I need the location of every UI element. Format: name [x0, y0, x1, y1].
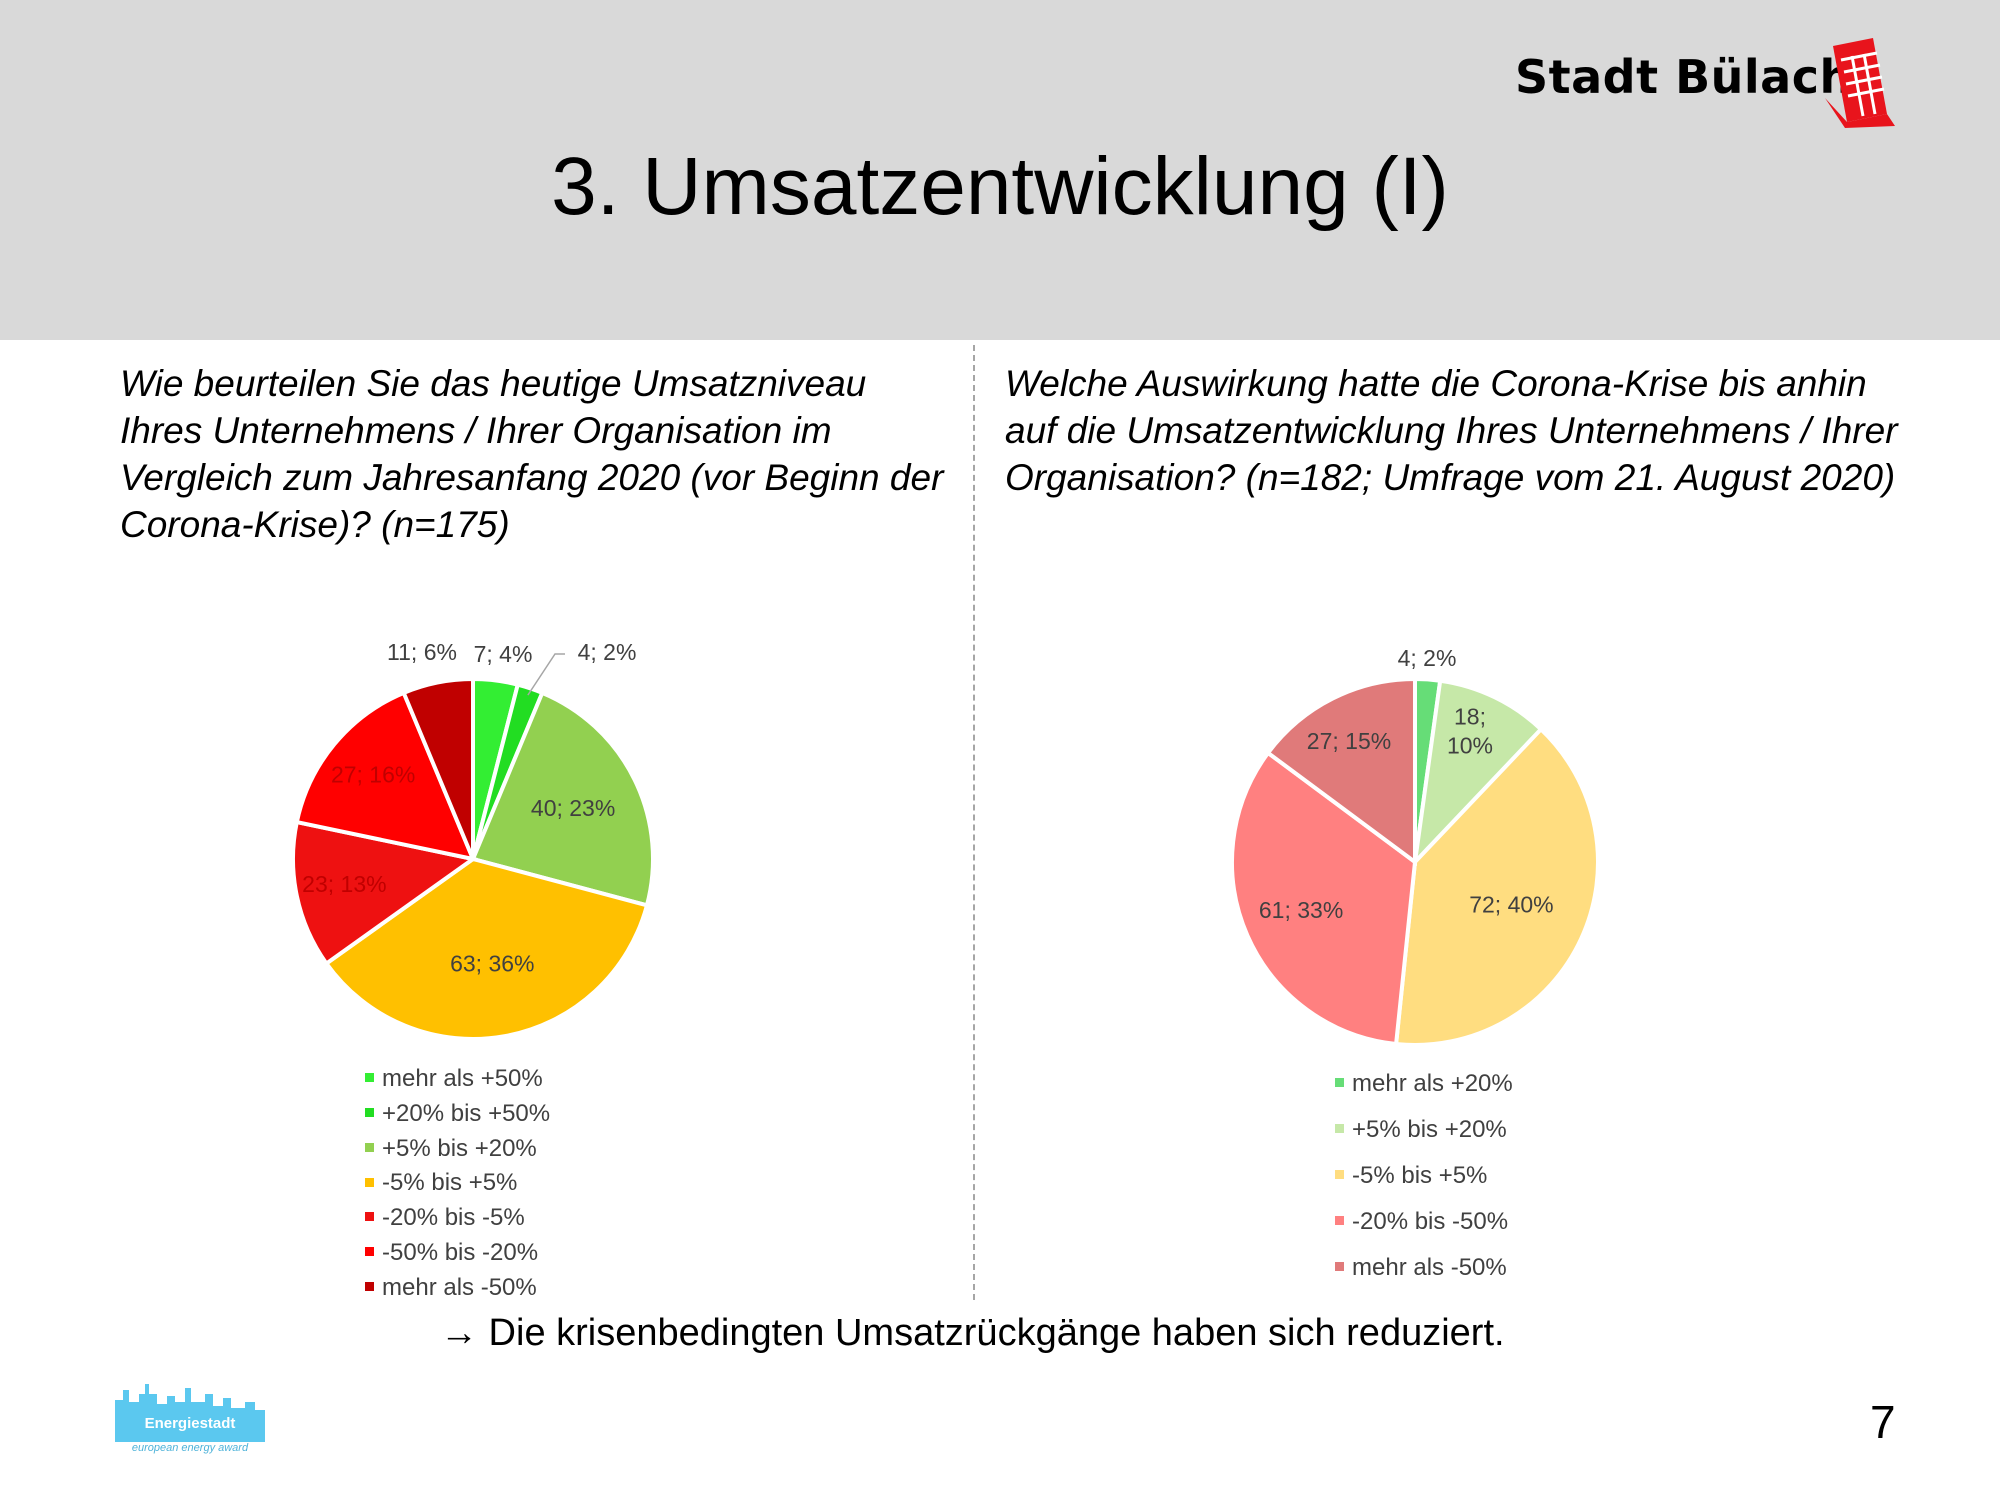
pie1-slice-1 [1412, 678, 1544, 868]
pie1-label-1: 10% [1447, 733, 1493, 759]
pie1-label-0: 4; 2% [1398, 645, 1457, 671]
pie1-label-3: 61; 33% [1259, 897, 1343, 923]
pie0-label-2: 40; 23% [531, 795, 615, 821]
legend0-item-0: mehr als +50% [365, 1065, 543, 1093]
footer-logo-caption: european energy award [131, 1442, 249, 1454]
legend0-label-2: +5% bis +20% [382, 1134, 537, 1162]
legend1-swatch-2 [1335, 1170, 1344, 1180]
legend1-swatch-0 [1335, 1078, 1344, 1088]
legend0-item-4: -20% bis -5% [365, 1204, 525, 1232]
legend0-item-1: +20% bis +50% [365, 1100, 550, 1128]
legend0-label-0: mehr als +50% [382, 1065, 543, 1092]
energiestadt-skyline-icon: Energiestadt [115, 1384, 265, 1442]
legend0-swatch-0 [365, 1073, 374, 1083]
legend1-label-0: mehr als +20% [1352, 1070, 1513, 1097]
legend1-item-4: mehr als -50% [1335, 1254, 1507, 1282]
legend0-label-1: +20% bis +50% [382, 1099, 551, 1127]
legend0-item-3: -5% bis +5% [365, 1169, 517, 1197]
legend0-swatch-3 [365, 1177, 374, 1187]
legend1-swatch-1 [1335, 1124, 1344, 1134]
legend1-item-1: +5% bis +20% [1335, 1116, 1507, 1144]
legend0-label-5: -50% bis -20% [382, 1239, 539, 1266]
legend1-item-0: mehr als +20% [1335, 1070, 1513, 1098]
pie0-leader-1 [527, 653, 565, 696]
pie0-slice-3 [323, 856, 650, 1041]
legend0-label-6: mehr als -50% [382, 1273, 537, 1301]
legend1-label-4: mehr als -50% [1352, 1254, 1507, 1281]
footer-logo-name: Energiestadt [145, 1415, 236, 1432]
legend1-label-1: +5% bis +20% [1352, 1116, 1507, 1143]
legend0-swatch-4 [365, 1212, 374, 1222]
pie0-slice-2 [470, 690, 655, 908]
legend0-swatch-2 [365, 1142, 374, 1152]
pie0-label-3: 63; 36% [450, 950, 534, 976]
legend0-label-3: -5% bis +5% [382, 1169, 518, 1197]
page-number: 7 [1870, 1396, 1896, 1448]
legend0-item-6: mehr als -50% [365, 1274, 537, 1302]
stadt-buelach-logo-icon [1825, 38, 1895, 128]
conclusion-text: → Die krisenbedingten Umsatzrückgänge ha… [440, 1312, 1505, 1354]
brand-name: Stadt Bülach [1515, 50, 1853, 104]
slide-title: 3. Umsatzentwicklung (I) [551, 141, 1449, 232]
pie1-label-2: 72; 40% [1469, 891, 1553, 917]
header-band [0, 0, 2000, 340]
legend0-label-4: -20% bis -5% [382, 1204, 525, 1232]
energiestadt-logo: Energiestadt european energy award [115, 1380, 265, 1460]
legend0-item-2: +5% bis +20% [365, 1135, 537, 1163]
legend1-label-2: -5% bis +5% [1352, 1162, 1488, 1189]
pie0-label-1: 4; 2% [578, 639, 637, 665]
pie1-label-4: 27; 15% [1307, 728, 1391, 754]
legend1-swatch-4 [1335, 1262, 1344, 1272]
legend0-swatch-6 [365, 1281, 374, 1291]
pie0-label-4: 23; 13% [302, 871, 386, 897]
legend1-item-3: -20% bis -50% [1335, 1208, 1508, 1236]
legend0-item-5: -50% bis -20% [365, 1239, 538, 1267]
pie0-label-0: 7; 4% [474, 641, 533, 667]
pie0-slice-5 [294, 690, 477, 862]
legend1-item-2: -5% bis +5% [1335, 1162, 1487, 1190]
pie1-slice-2 [1393, 726, 1600, 1047]
pie0-slice-6 [401, 676, 475, 860]
pie0-slice-4 [291, 819, 478, 967]
question-right: Welche Auswirkung hatte die Corona-Krise… [1005, 363, 1898, 498]
legend1-swatch-3 [1335, 1216, 1344, 1226]
legend1-label-3: -20% bis -50% [1352, 1208, 1509, 1235]
pie1-label-1: 18; [1454, 704, 1486, 730]
column-divider [973, 345, 975, 1300]
pie0-label-6: 11; 6% [387, 639, 457, 665]
pie1-slice-3 [1230, 750, 1418, 1047]
legend0-swatch-5 [365, 1247, 374, 1257]
legend0-swatch-1 [365, 1107, 374, 1117]
pie1-slice-4 [1265, 676, 1417, 866]
pie0-label-5: 27; 16% [331, 761, 415, 787]
question-left: Wie beurteilen Sie das heutige Umsatzniv… [120, 363, 944, 545]
